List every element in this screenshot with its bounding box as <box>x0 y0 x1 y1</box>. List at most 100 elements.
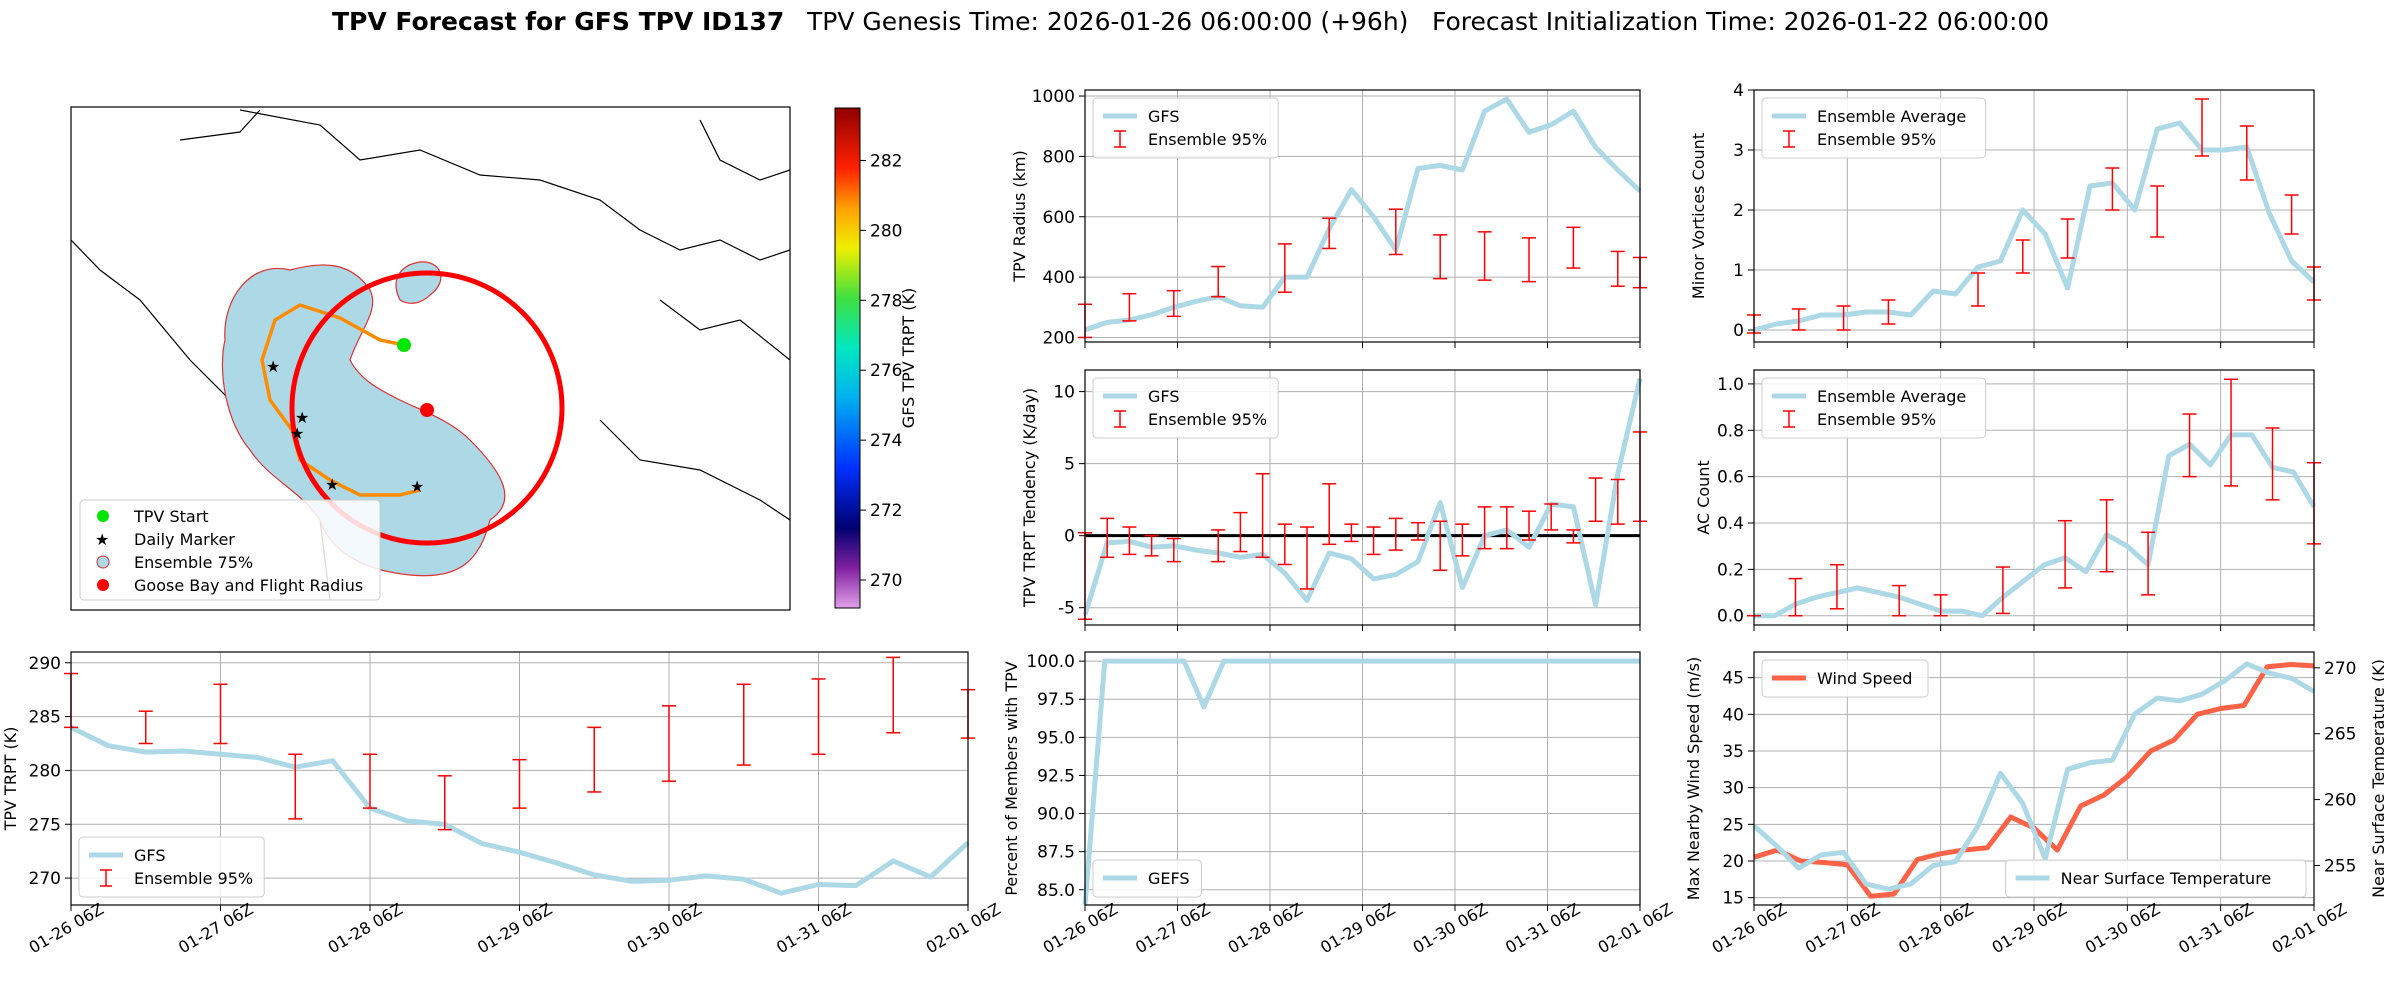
colorbar-tick-label: 282 <box>870 151 902 171</box>
legend-entry: Daily Marker <box>134 530 235 549</box>
chart-trpt: 01-26 06Z 01-27 06Z 01-28 06Z 01-29 06Z 01-3… <box>1 651 1004 957</box>
error-bar <box>1499 506 1514 550</box>
y-tick-label: 0.2 <box>1717 560 1744 580</box>
error-bar <box>1211 529 1226 563</box>
error-bar <box>1388 517 1403 551</box>
x-tick-label: 01-28 06Z <box>1225 899 1306 957</box>
x-tick-label: 01-29 06Z <box>1317 899 1398 957</box>
y-tick-label: 95.0 <box>1037 728 1075 748</box>
legend-entry: Ensemble 95% <box>1817 130 1936 149</box>
legend-entry: Ensemble 95% <box>134 869 253 888</box>
error-bar <box>1892 584 1907 617</box>
error-bar <box>2182 413 2197 478</box>
x-tick-label: 01-27 06Z <box>1132 899 1213 957</box>
x-tick-label: 01-31 06Z <box>773 899 854 957</box>
error-bar <box>2224 378 2239 487</box>
x-tick-label: 01-30 06Z <box>2082 899 2163 957</box>
error-bar <box>1610 250 1625 287</box>
error-bar <box>1433 520 1448 572</box>
y-tick-label: 20 <box>1722 852 1744 872</box>
error-bar <box>1971 272 1985 307</box>
chart-legend: Ensemble Average Ensemble 95% <box>1761 377 1987 439</box>
y-tick-label: 0.0 <box>1717 607 1744 627</box>
error-bar <box>2099 499 2114 573</box>
map-legend-box <box>79 499 381 601</box>
x-tick-label: 01-29 06Z <box>1989 899 2070 957</box>
figure-title: TPV Forecast for GFS TPV ID137 TPV Genes… <box>332 7 2049 36</box>
x-tick-label: 02-01 06Z <box>1595 899 1676 957</box>
legend-entry: Ensemble Average <box>1817 107 1966 126</box>
legend-ensemble-icon <box>96 555 110 569</box>
legend-box <box>1761 97 1987 159</box>
legend-box <box>78 836 265 898</box>
error-bar <box>2015 239 2030 274</box>
y-axis-label: Minor Vortices Count <box>1689 133 1708 299</box>
y-tick-label-right: 265 <box>2324 725 2356 745</box>
error-bar <box>1477 506 1492 550</box>
y-tick-label: 100.0 <box>1026 652 1075 672</box>
colorbar-tick-label: 280 <box>870 221 902 241</box>
y-tick-label: 1.0 <box>1717 375 1744 395</box>
title-init: Forecast Initialization Time: 2026-01-22… <box>1432 7 2049 36</box>
legend-entry: Ensemble 95% <box>1817 410 1936 429</box>
goose-bay-marker <box>420 403 434 417</box>
daily-marker: ★ <box>325 475 339 494</box>
y-tick-label: 270 <box>29 869 61 889</box>
x-tick-label: 02-01 06Z <box>923 899 1004 957</box>
error-bar <box>1122 292 1137 322</box>
error-bar <box>1433 234 1448 280</box>
y-tick-label: 92.5 <box>1037 766 1075 786</box>
plot-frame <box>1084 369 1641 626</box>
x-tick-label: 01-26 06Z <box>1040 899 1121 957</box>
error-bar <box>1836 305 1851 331</box>
map-legend: TPV Start ★ Daily Marker Ensemble 75% Go… <box>79 499 381 601</box>
title-bold: TPV Forecast for GFS TPV ID137 <box>332 7 784 36</box>
series-line-gefs <box>1082 658 1640 906</box>
legend-box <box>1092 377 1279 439</box>
y-axis-label-right: Near Surface Temperature (K) <box>2369 659 2384 898</box>
error-bar <box>1277 243 1292 293</box>
plot-frame <box>1084 651 1641 906</box>
error-bar <box>1100 517 1115 559</box>
y-tick-label-right: 270 <box>2324 659 2356 679</box>
title-genesis: TPV Genesis Time: 2026-01-26 06:00:00 (+… <box>806 7 1408 36</box>
error-bar <box>587 726 602 793</box>
coastline <box>179 109 261 141</box>
error-bar <box>1933 594 1948 617</box>
error-bar <box>1211 265 1226 298</box>
chart-legend: GFS Ensemble 95% <box>78 836 265 898</box>
error-bar <box>1166 537 1181 563</box>
error-bar <box>363 753 377 809</box>
error-bar <box>2239 125 2254 181</box>
y-axis-label: Max Nearby Wind Speed (m/s) <box>1684 657 1703 900</box>
y-tick-label: 0.4 <box>1717 514 1744 534</box>
coastline <box>599 419 790 521</box>
y-axis-label: TPV Radius (km) <box>1010 150 1029 283</box>
error-bar <box>1995 566 2010 615</box>
coastline <box>239 109 790 261</box>
chart-ac: 0.0 0.2 0.4 0.6 0.8 1.0 AC Count Ensemble Avera… <box>1694 369 2321 631</box>
error-bar <box>1455 523 1470 557</box>
chart-legend: Wind Speed <box>1761 659 1929 698</box>
error-bar <box>1366 526 1381 556</box>
error-bar <box>437 775 452 831</box>
x-tick-label: 01-26 06Z <box>26 899 107 957</box>
coastline <box>699 119 790 181</box>
series-line-gfs <box>1084 96 1642 333</box>
legend-entry: Near Surface Temperature <box>2061 869 2272 888</box>
colorbar-tick-label: 274 <box>870 431 902 451</box>
x-tick-label: 01-31 06Z <box>1502 899 1583 957</box>
series-line-gfs <box>69 725 970 896</box>
y-tick-label-right: 255 <box>2324 856 2356 876</box>
error-bar <box>736 683 751 766</box>
colorbar: 270 272 274 276 278 280 282 GFS TPV TRPT (K) <box>834 107 918 609</box>
error-bar <box>1829 563 1844 610</box>
error-bar <box>1144 534 1159 557</box>
error-bar <box>1566 226 1581 269</box>
error-bar <box>1791 308 1806 331</box>
daily-marker: ★ <box>410 477 424 496</box>
error-bar <box>1566 529 1581 544</box>
y-tick-label: 97.5 <box>1037 690 1075 710</box>
colorbar-tick-label: 278 <box>870 291 902 311</box>
